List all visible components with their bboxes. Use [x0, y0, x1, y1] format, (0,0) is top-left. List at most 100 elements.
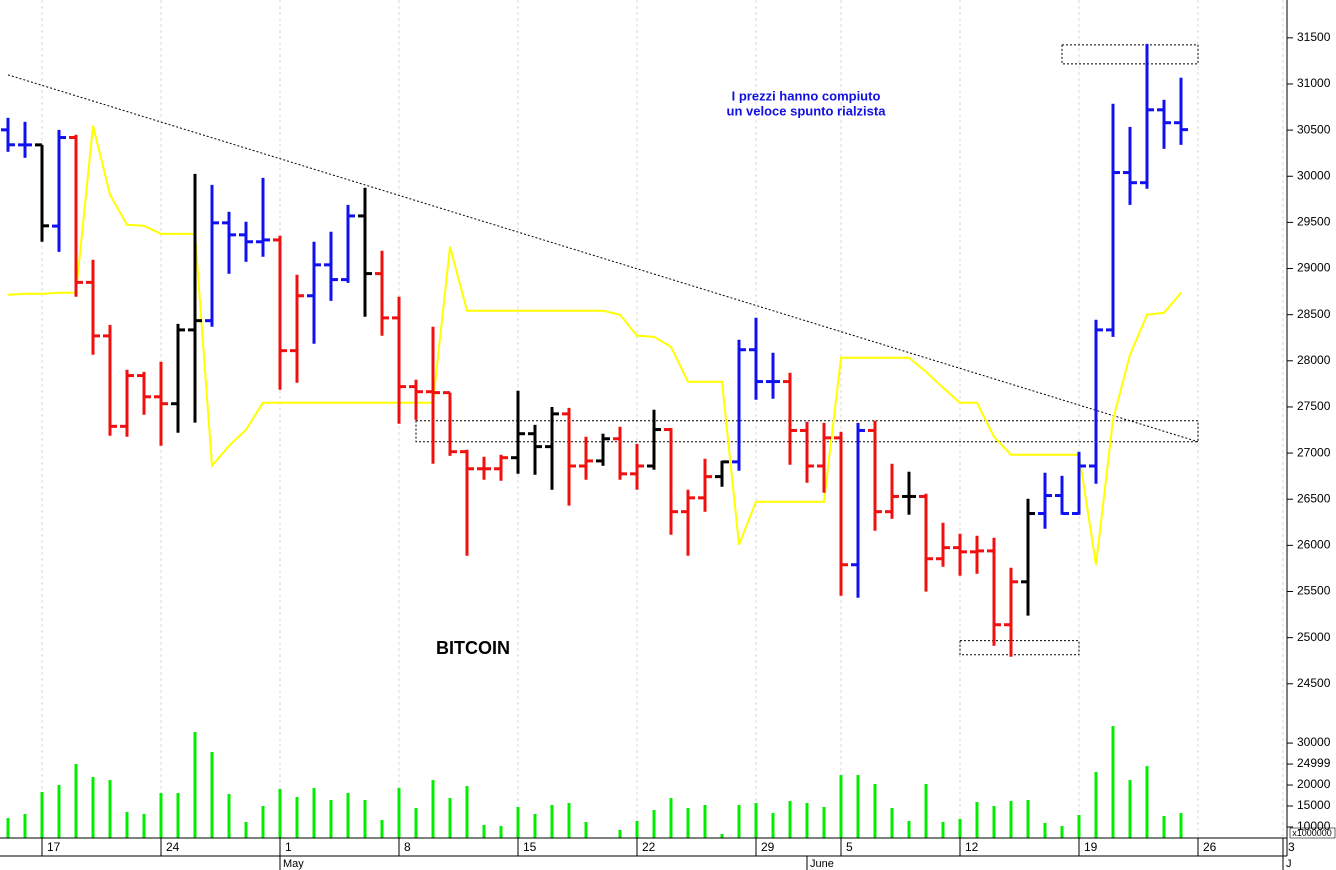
volume-bar — [125, 812, 129, 838]
ohlc-bar — [545, 406, 559, 490]
y-tick-label: 29000 — [1297, 261, 1331, 275]
volume-bar — [346, 793, 350, 838]
ohlc-bar — [443, 391, 457, 456]
annotation: I prezzi hanno compiuto — [732, 88, 881, 103]
y-tick-label: 25000 — [1297, 630, 1331, 644]
ohlc-bar — [137, 371, 151, 415]
ohlc-bar — [392, 296, 406, 424]
volume-bar — [74, 764, 78, 838]
ohlc-bar — [35, 143, 49, 242]
y-tick-label: 25500 — [1297, 584, 1331, 598]
volume-bar — [448, 798, 452, 838]
volume-bar — [159, 793, 163, 838]
volume-bar — [890, 808, 894, 838]
volume-bar — [1060, 825, 1064, 838]
ohlc-bar — [970, 535, 984, 574]
plot-area — [1, 43, 1199, 838]
ohlc-bar — [120, 369, 134, 437]
volume-bar — [941, 822, 945, 838]
ohlc-bar — [494, 454, 508, 481]
ohlc-bar — [256, 177, 270, 257]
month-label: J — [1286, 858, 1292, 870]
volume-bar — [686, 808, 690, 838]
volume-bar — [142, 813, 146, 838]
volume-bar — [1179, 813, 1183, 838]
unit-box — [1289, 827, 1336, 839]
x-tick-label: 29 — [761, 840, 775, 854]
ohlc-bar — [647, 409, 661, 470]
ohlc-bar — [290, 274, 304, 383]
volume-bar — [822, 807, 826, 838]
y-tick-label: 31500 — [1297, 30, 1331, 44]
ohlc-bar — [919, 493, 933, 592]
x-tick-label: 19 — [1084, 840, 1098, 854]
volume-tick-label: 30000 — [1297, 735, 1331, 749]
ohlc-bar — [103, 324, 117, 436]
volume-unit: x1000000 — [1292, 828, 1332, 838]
y-tick-label: 30000 — [1297, 168, 1331, 182]
volume-bar — [431, 780, 435, 838]
dashed-box — [1061, 44, 1199, 65]
volume-bar — [465, 786, 469, 838]
x-tick-label: 15 — [523, 840, 537, 854]
volume-bar — [6, 818, 10, 838]
ohlc-bar — [902, 471, 916, 515]
grid — [41, 0, 1284, 838]
ohlc-bar — [1004, 567, 1018, 657]
volume-bar — [975, 802, 979, 838]
dashed-box — [959, 640, 1080, 656]
ohlc-bar — [1072, 451, 1086, 516]
volume-bar — [40, 792, 44, 838]
volume-tick-label: 24999 — [1297, 756, 1331, 770]
volume-bar — [1043, 823, 1047, 838]
ohlc-bar — [834, 431, 848, 596]
ohlc-bar — [1174, 77, 1188, 145]
ohlc-bar — [987, 537, 1001, 646]
volume-bar — [108, 780, 112, 838]
x-tick-label: 24 — [166, 840, 180, 854]
ohlc-bar — [1038, 472, 1052, 529]
volume-bar — [244, 822, 248, 838]
volume-bar — [193, 732, 197, 838]
x-tick-label: 8 — [404, 840, 411, 854]
month-label: May — [283, 858, 304, 870]
volume-bar — [261, 806, 265, 838]
ohlc-bar — [783, 372, 797, 465]
ohlc-bar — [766, 352, 780, 399]
volume-bar — [839, 775, 843, 838]
volume-bar — [1094, 772, 1098, 838]
volume-tick-label: 20000 — [1297, 777, 1331, 791]
ohlc-bar — [205, 184, 219, 327]
ohlc-bar — [341, 204, 355, 283]
ohlc-bar — [749, 317, 763, 400]
volume-bar — [91, 777, 95, 838]
ohlc-bar — [1106, 103, 1120, 337]
volume-bar — [924, 784, 928, 838]
trendline — [7, 74, 1199, 443]
ohlc-bar — [1123, 126, 1137, 205]
ohlc-bar — [868, 420, 882, 531]
ohlc-bar — [715, 460, 729, 487]
volume-bar — [380, 819, 384, 838]
volume-bar — [295, 797, 299, 838]
volume-tick-label: 15000 — [1297, 798, 1331, 812]
y-tick-label: 30500 — [1297, 122, 1331, 136]
volume-bar — [958, 819, 962, 838]
month-label: June — [810, 858, 834, 870]
volume-bar — [1111, 726, 1115, 838]
ohlc-bar — [69, 134, 83, 297]
y-tick-label: 29500 — [1297, 215, 1331, 229]
volume-bar — [278, 789, 282, 838]
ohlc-bar — [188, 173, 202, 423]
ohlc-bar — [1089, 319, 1103, 484]
y-tick-label: 28000 — [1297, 353, 1331, 367]
ohlc-bar — [1157, 99, 1171, 149]
x-tick-label: 5 — [846, 840, 853, 854]
ohlc-bar — [885, 463, 899, 519]
ohlc-bar — [800, 421, 814, 483]
ohlc-bar — [851, 422, 865, 598]
ohlc-bar — [477, 456, 491, 480]
x-tick-label: 12 — [965, 840, 979, 854]
